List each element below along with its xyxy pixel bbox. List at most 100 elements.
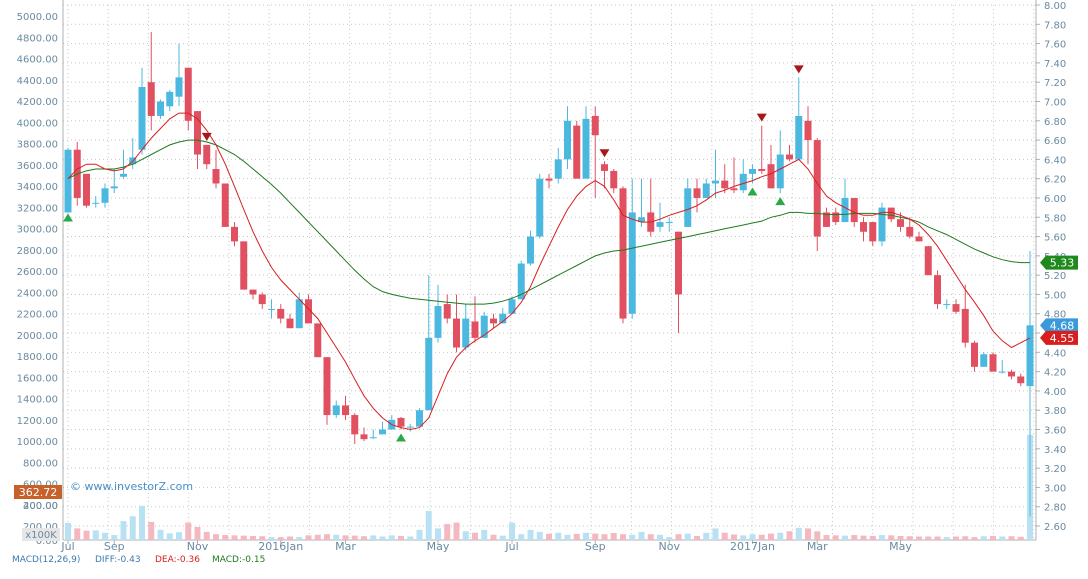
volume-bar	[1008, 536, 1015, 540]
candle-body	[934, 275, 941, 305]
right-tick-label: 4.40	[1044, 348, 1066, 359]
candle-body	[277, 308, 285, 319]
volume-bar	[277, 537, 284, 540]
right-tick-label: 6.60	[1044, 136, 1066, 147]
volume-bar	[462, 531, 469, 540]
candle-body	[693, 188, 701, 198]
volume-bar	[296, 537, 303, 540]
moving-averages	[67, 112, 1031, 431]
volume-bar	[472, 532, 478, 540]
volume-bar	[324, 534, 330, 540]
volume-bar	[990, 535, 996, 540]
candle-body	[286, 318, 294, 329]
x-tick-label: Mar	[335, 540, 356, 553]
volume-bar	[222, 535, 229, 540]
right-axis: 2.60 2.80 3.00 3.20 3.40 3.60 3.80 4.00 4.20 4.40…	[1036, 1, 1078, 533]
candle-body	[397, 417, 405, 427]
x-tick-label: Mar	[807, 540, 828, 553]
volume-bar	[703, 532, 710, 540]
candle-body	[323, 357, 331, 416]
volume-bar	[518, 534, 525, 540]
candle-body	[665, 222, 673, 224]
price-badge-label: 4.68	[1050, 319, 1075, 332]
candle-body	[897, 219, 904, 227]
left-tick-label: 3400.00	[17, 182, 58, 193]
volume-bar	[879, 535, 885, 540]
volume-bar	[675, 534, 682, 540]
candle-body	[462, 318, 470, 348]
candle-body	[980, 354, 988, 367]
volume-unit-label: x100K	[25, 530, 57, 541]
candle-body	[628, 212, 636, 314]
volume-bar	[453, 522, 460, 540]
volume-bar	[157, 529, 164, 540]
x-tick-label: May	[427, 540, 450, 553]
last-volume-label: 362.72	[19, 486, 58, 499]
macd-diff: DIFF:-0.43	[95, 555, 141, 565]
right-tick-label: 3.40	[1044, 445, 1066, 456]
sell-signal-marker	[201, 132, 212, 141]
x-tick-label: Jul	[504, 540, 518, 553]
candle-body	[786, 154, 793, 160]
volume-bar	[333, 534, 340, 540]
candle-body	[804, 120, 812, 141]
candle-body	[564, 120, 571, 160]
right-tick-label: 3.60	[1044, 426, 1066, 437]
candle-body	[610, 170, 618, 189]
volume-bar	[499, 535, 506, 540]
volume-bar	[638, 531, 645, 540]
volume-bar	[943, 537, 950, 540]
candle-body	[813, 140, 821, 237]
candle-body	[342, 405, 349, 416]
volume-bar	[361, 536, 367, 540]
x-tick-label: Sep	[104, 540, 125, 553]
volume-bar	[379, 536, 386, 540]
volume-bar	[407, 536, 414, 540]
volume-bar	[999, 536, 1006, 540]
candle-body	[952, 304, 960, 312]
candle-body	[545, 178, 553, 181]
volume-bar	[425, 511, 432, 540]
price-badge-label: 4.55	[1050, 332, 1075, 345]
volume-bar	[971, 537, 978, 540]
candle-body	[841, 197, 849, 223]
volume-bar	[731, 534, 737, 540]
volume-bar	[795, 527, 802, 540]
left-tick-label: 4600.00	[17, 55, 58, 66]
candle-body	[971, 342, 978, 367]
candle-body	[508, 299, 516, 314]
candle-body	[268, 308, 275, 310]
candle-body	[619, 188, 627, 319]
x-tick-label: 2017Jan	[730, 540, 775, 553]
candle-body	[915, 236, 923, 242]
volume-bar	[416, 529, 423, 540]
candle-body	[767, 164, 775, 189]
candle-body	[795, 115, 803, 160]
volume-bar	[805, 528, 811, 540]
left-tick-label: 3200.00	[17, 203, 58, 214]
right-tick-label: 5.20	[1044, 271, 1066, 282]
volume-bar	[481, 529, 488, 540]
volume-bar	[203, 531, 210, 540]
volume-bar	[213, 534, 219, 540]
macd-name: MACD(12,26,9)	[12, 555, 80, 565]
volume-bar	[546, 533, 552, 540]
macd-value: MACD:-0.15	[212, 555, 265, 565]
volume-bar	[620, 534, 626, 540]
volume-tick-label: 200.00	[23, 501, 58, 512]
candle-body	[92, 202, 100, 204]
candle-body	[138, 87, 146, 150]
right-tick-label: 3.80	[1044, 406, 1066, 417]
volume-bar	[536, 531, 543, 540]
right-tick-label: 5.00	[1044, 290, 1066, 301]
volume-bar	[694, 535, 700, 540]
volume-bar	[786, 531, 793, 540]
candle-body	[212, 169, 220, 184]
volume-bar	[444, 524, 451, 540]
volume-bar	[83, 530, 90, 540]
candle-body	[656, 222, 664, 227]
volume-bar	[666, 537, 673, 540]
right-tick-label: 6.20	[1044, 175, 1066, 186]
candle-body	[194, 111, 201, 155]
